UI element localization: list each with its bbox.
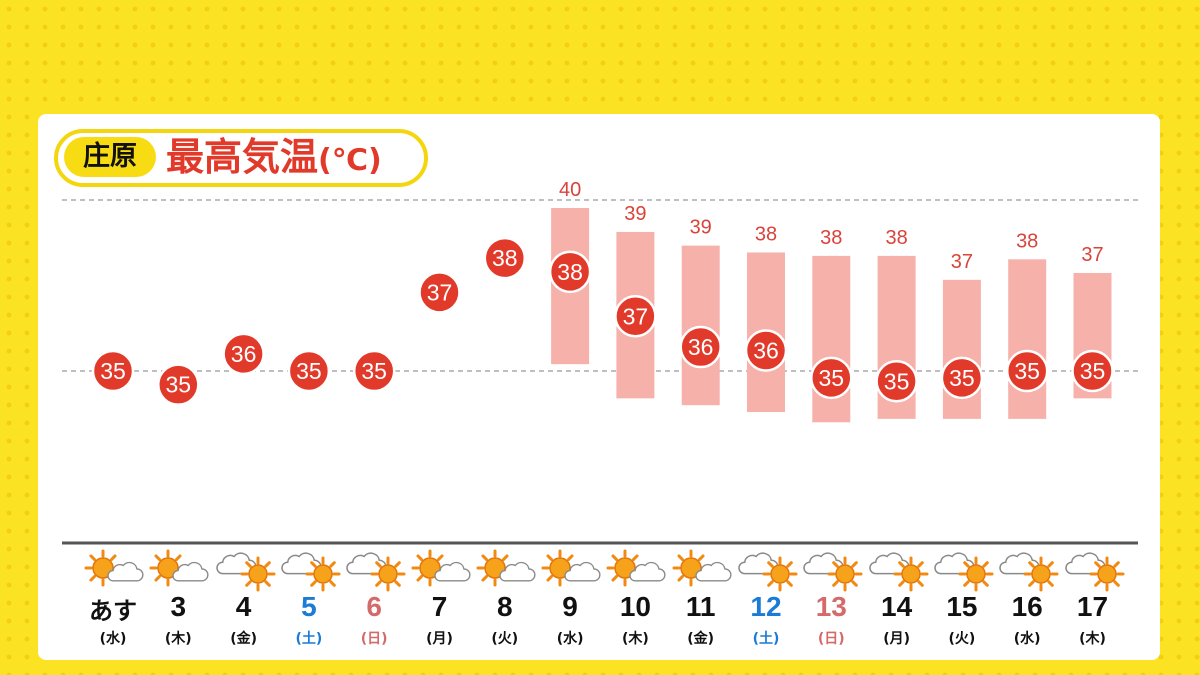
temperature-point bbox=[483, 236, 527, 280]
chart-title-main: 最高気温 bbox=[166, 135, 319, 179]
day-label: 5 bbox=[301, 591, 317, 622]
cloudy-then-sunny-icon bbox=[277, 546, 341, 592]
temperature-label: 35 bbox=[361, 358, 387, 384]
sunny-then-cloudy-icon bbox=[603, 546, 667, 592]
weekday-label: (日) bbox=[817, 631, 845, 647]
cloudy-then-sunny-icon bbox=[995, 546, 1059, 592]
range-bar bbox=[681, 245, 720, 406]
cloudy-then-sunny-icon bbox=[342, 546, 406, 592]
temperature-label: 38 bbox=[557, 259, 583, 285]
day-label: 9 bbox=[562, 591, 578, 622]
temperature-point bbox=[157, 363, 200, 406]
cloudy-then-sunny-icon bbox=[799, 546, 863, 592]
day-label: あす bbox=[89, 598, 137, 625]
weekday-label: (木) bbox=[1079, 631, 1106, 647]
day-label: 8 bbox=[497, 591, 513, 622]
temperature-point bbox=[287, 349, 331, 393]
day-label: 13 bbox=[815, 591, 847, 622]
range-upper-label: 38 bbox=[755, 223, 777, 245]
temperature-label: 37 bbox=[427, 279, 453, 305]
cloudy-then-sunny-icon bbox=[930, 546, 994, 592]
location-badge: 庄原 bbox=[64, 137, 156, 177]
day-label: 16 bbox=[1011, 591, 1043, 622]
temperature-label: 35 bbox=[296, 358, 322, 384]
sunny-then-cloudy-icon bbox=[669, 546, 733, 592]
chart-title: 最高気温(℃) bbox=[166, 132, 382, 182]
cloudy-then-sunny-icon bbox=[865, 546, 929, 592]
cloudy-then-sunny-icon bbox=[1061, 546, 1125, 592]
weekday-label: (日) bbox=[360, 631, 388, 647]
chart-title-unit: (℃) bbox=[318, 143, 382, 178]
temperature-point bbox=[352, 349, 396, 393]
weekday-label: (火) bbox=[491, 631, 519, 647]
temperature-label: 35 bbox=[1014, 358, 1040, 384]
range-upper-label: 39 bbox=[624, 203, 646, 225]
day-label: 4 bbox=[235, 591, 252, 622]
weekday-label: (水) bbox=[1013, 631, 1041, 647]
temperature-label: 35 bbox=[166, 372, 192, 398]
range-upper-label: 37 bbox=[951, 251, 973, 273]
temperature-point bbox=[222, 332, 265, 376]
range-upper-label: 39 bbox=[690, 217, 712, 239]
temperature-point bbox=[679, 325, 722, 369]
temperature-label: 35 bbox=[100, 358, 126, 384]
temperature-label: 35 bbox=[949, 365, 975, 391]
day-label: 17 bbox=[1076, 591, 1109, 622]
day-label: 10 bbox=[619, 591, 651, 622]
cloudy-then-sunny-icon bbox=[212, 546, 276, 592]
temperature-label: 37 bbox=[623, 303, 649, 329]
temperature-point bbox=[940, 356, 984, 400]
temperature-label: 36 bbox=[231, 341, 257, 367]
weekday-label: (火) bbox=[948, 631, 976, 647]
weekday-label: (土) bbox=[752, 631, 780, 647]
sunny-then-cloudy-icon bbox=[408, 546, 472, 592]
weekday-label: (木) bbox=[164, 631, 192, 647]
temperature-label: 36 bbox=[688, 334, 714, 360]
day-label: 14 bbox=[881, 591, 913, 622]
temperature-label: 38 bbox=[492, 245, 518, 271]
day-label: 11 bbox=[685, 591, 716, 622]
day-label: 15 bbox=[946, 591, 978, 622]
weekday-label: (水) bbox=[556, 631, 584, 647]
temperature-point bbox=[91, 349, 135, 393]
sunny-then-cloudy-icon bbox=[473, 546, 537, 592]
sunny-then-cloudy-icon bbox=[538, 546, 602, 592]
temperature-label: 36 bbox=[753, 337, 779, 363]
weekday-label: (月) bbox=[883, 631, 910, 647]
temperature-point bbox=[744, 329, 788, 372]
day-label: 6 bbox=[366, 591, 382, 622]
temperature-label: 35 bbox=[1080, 358, 1106, 384]
weekday-label: (土) bbox=[295, 631, 323, 647]
temperature-label: 35 bbox=[819, 365, 845, 391]
range-upper-label: 38 bbox=[820, 227, 842, 249]
temperature-point bbox=[418, 271, 461, 314]
temperature-point bbox=[810, 356, 853, 400]
temperature-point bbox=[875, 360, 918, 403]
range-upper-label: 37 bbox=[1081, 244, 1103, 266]
range-upper-label: 38 bbox=[885, 227, 907, 249]
weekday-label: (金) bbox=[687, 631, 715, 647]
weekday-label: (金) bbox=[230, 631, 257, 647]
range-upper-label: 40 bbox=[559, 179, 581, 201]
temperature-point bbox=[614, 295, 657, 338]
temperature-label: 35 bbox=[884, 368, 910, 394]
temperature-point bbox=[548, 250, 592, 294]
day-label: 3 bbox=[170, 591, 187, 622]
day-label: 12 bbox=[750, 591, 782, 622]
temperature-point bbox=[1071, 349, 1114, 393]
cloudy-then-sunny-icon bbox=[734, 546, 798, 592]
weekday-label: (木) bbox=[621, 631, 649, 647]
day-label: 7 bbox=[431, 591, 448, 622]
range-bar bbox=[1008, 259, 1047, 419]
temperature-point bbox=[1005, 349, 1049, 393]
sunny-then-cloudy-icon bbox=[81, 546, 145, 592]
weekday-label: (水) bbox=[99, 631, 127, 647]
sunny-then-cloudy-icon bbox=[146, 546, 210, 592]
weekday-label: (月) bbox=[426, 631, 453, 647]
range-upper-label: 38 bbox=[1016, 230, 1038, 252]
